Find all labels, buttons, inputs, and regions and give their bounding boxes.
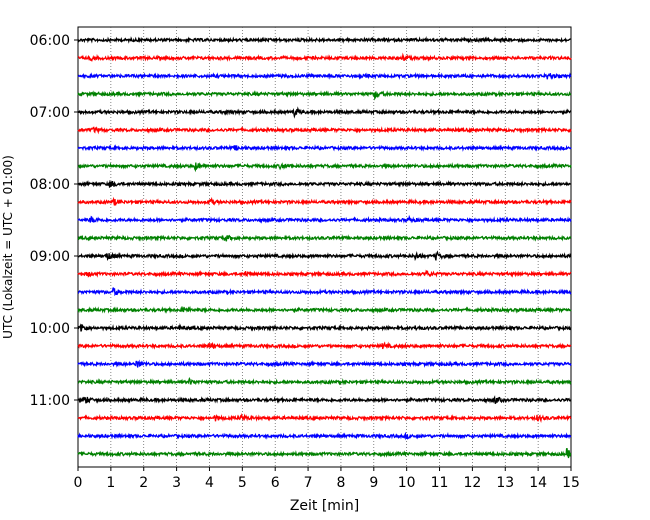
x-tick-label: 12 bbox=[463, 475, 481, 491]
trace-0700 bbox=[77, 106, 572, 119]
x-tick-label: 14 bbox=[529, 475, 547, 491]
x-tick-label: 10 bbox=[398, 475, 416, 491]
x-ticks: 0 1 2 3 4 5 6 7 8 9 10 11 12 13 14 15 bbox=[74, 467, 580, 491]
x-tick-label: 3 bbox=[172, 475, 181, 491]
x-tick-label: 5 bbox=[238, 475, 247, 491]
x-tick-label: 15 bbox=[562, 475, 580, 491]
trace-group bbox=[77, 36, 572, 459]
trace-0900 bbox=[77, 250, 572, 262]
y-tick-label: 06:00 bbox=[30, 33, 70, 49]
x-tick-label: 6 bbox=[271, 475, 280, 491]
trace-0915 bbox=[77, 269, 572, 278]
y-ticks: 06:00 07:00 08:00 09:00 10:00 11:00 bbox=[30, 33, 78, 409]
x-tick-label: 8 bbox=[336, 475, 345, 491]
trace-0730 bbox=[77, 144, 572, 152]
trace-0715 bbox=[77, 126, 572, 135]
trace-0630 bbox=[77, 71, 572, 80]
x-tick-label: 0 bbox=[74, 475, 83, 491]
trace-0930 bbox=[77, 287, 572, 297]
x-tick-label: 13 bbox=[496, 475, 514, 491]
trace-0945 bbox=[77, 305, 572, 314]
y-axis-label: UTC (Lokalzeit = UTC + 01:00) bbox=[1, 155, 15, 339]
trace-1000 bbox=[77, 323, 572, 332]
x-tick-label: 11 bbox=[431, 475, 449, 491]
y-tick-label: 07:00 bbox=[30, 105, 70, 121]
trace-1030 bbox=[77, 359, 572, 368]
trace-1100 bbox=[77, 395, 572, 405]
y-tick-label: 11:00 bbox=[30, 393, 70, 409]
y-tick-label: 08:00 bbox=[30, 177, 70, 193]
trace-1015 bbox=[77, 341, 572, 350]
trace-1145 bbox=[77, 448, 572, 459]
x-tick-label: 1 bbox=[106, 475, 115, 491]
plot-frame bbox=[77, 26, 572, 468]
trace-1130 bbox=[77, 431, 572, 441]
trace-0645 bbox=[77, 90, 572, 101]
trace-0745 bbox=[77, 162, 572, 173]
trace-0845 bbox=[77, 234, 572, 242]
trace-0600 bbox=[77, 36, 572, 44]
y-tick-label: 10:00 bbox=[30, 321, 70, 337]
trace-0830 bbox=[77, 214, 572, 224]
trace-1045 bbox=[77, 376, 572, 387]
trace-0615 bbox=[77, 52, 572, 62]
trace-0800 bbox=[77, 179, 572, 188]
x-axis-label: Zeit [min] bbox=[290, 498, 359, 514]
trace-0815 bbox=[77, 196, 572, 207]
x-tick-label: 9 bbox=[369, 475, 378, 491]
x-tick-label: 7 bbox=[304, 475, 313, 491]
trace-1115 bbox=[77, 413, 572, 423]
x-tick-label: 2 bbox=[139, 475, 148, 491]
x-tick-label: 4 bbox=[205, 475, 214, 491]
y-tick-label: 09:00 bbox=[30, 249, 70, 265]
vertical-grid bbox=[110, 27, 539, 467]
